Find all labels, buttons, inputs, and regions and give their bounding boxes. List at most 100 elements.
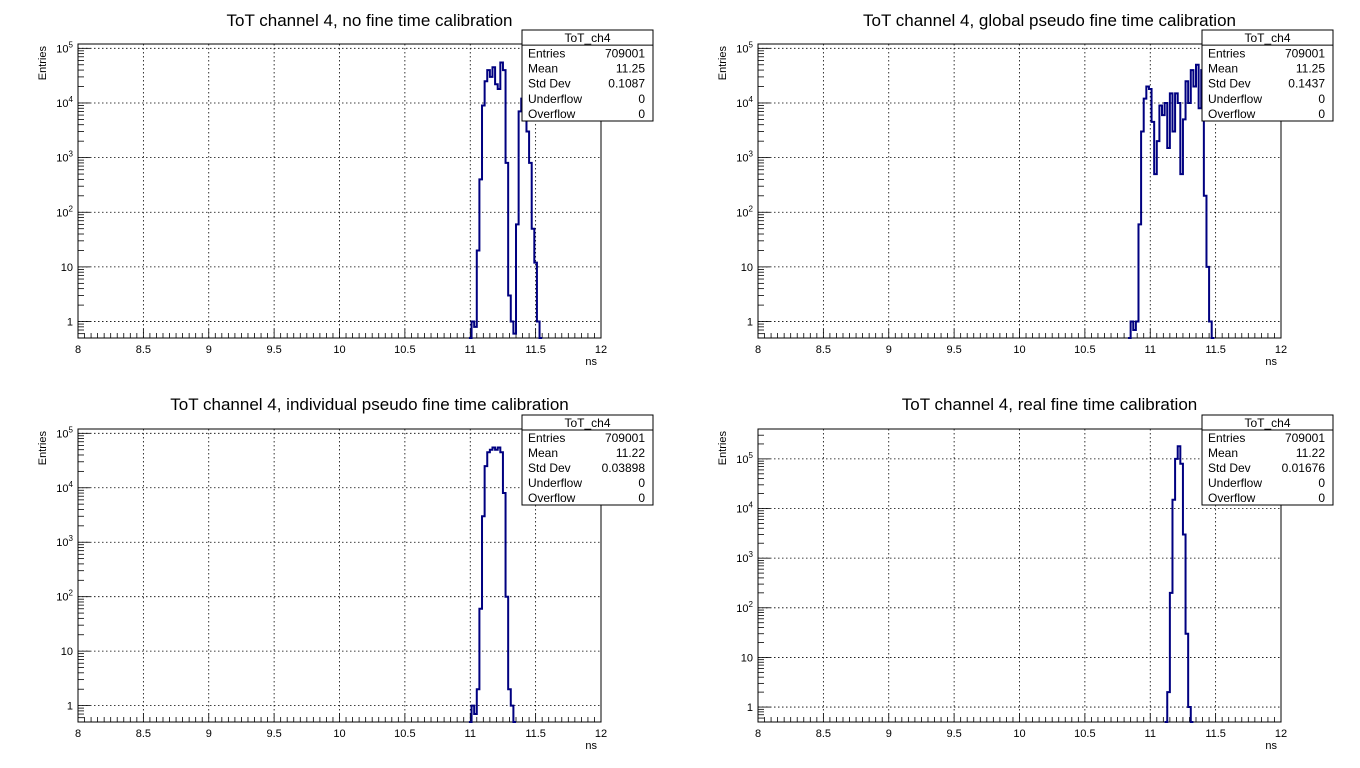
y-tick-label: 1 — [67, 701, 73, 713]
y-tick-label: 10 — [741, 262, 753, 274]
y-tick-label: 102 — [736, 600, 753, 615]
stats-row-value: 709001 — [605, 46, 645, 60]
x-tick-label: 9.5 — [946, 344, 961, 356]
y-tick-label: 10 — [61, 262, 73, 274]
stats-row-value: 0 — [638, 491, 645, 505]
y-tick-label: 105 — [56, 40, 73, 55]
stats-row-value: 709001 — [605, 431, 645, 445]
x-tick-label: 10 — [1013, 344, 1025, 356]
stats-row-label: Overflow — [1208, 107, 1256, 121]
y-tick-label: 104 — [56, 480, 73, 495]
x-tick-label: 9.5 — [266, 344, 281, 356]
stats-row-label: Entries — [1208, 46, 1245, 60]
x-axis-label: ns — [1265, 740, 1277, 752]
y-tick-label: 105 — [736, 451, 753, 466]
x-tick-label: 9 — [886, 728, 892, 740]
y-axis-label: Entries — [37, 46, 49, 81]
x-axis-label: ns — [1265, 356, 1277, 368]
x-tick-label: 11 — [1145, 344, 1156, 356]
x-tick-label: 8.5 — [136, 344, 151, 356]
x-tick-label: 10 — [1013, 728, 1025, 740]
stats-row-label: Overflow — [528, 107, 576, 121]
x-tick-label: 10.5 — [394, 344, 415, 356]
y-tick-label: 104 — [56, 95, 73, 110]
x-tick-label: 10.5 — [1074, 344, 1095, 356]
stats-row-label: Std Dev — [528, 77, 571, 91]
y-tick-label: 103 — [736, 550, 753, 565]
stats-row-label: Std Dev — [528, 461, 571, 475]
chart-panel-4: ToT channel 4, real fine time calibratio… — [717, 395, 1334, 752]
chart-title: ToT channel 4, real fine time calibratio… — [902, 395, 1197, 414]
x-tick-label: 9 — [886, 344, 892, 356]
y-tick-label: 102 — [56, 589, 73, 604]
histogram-series — [1128, 63, 1215, 339]
stats-box-title: ToT_ch4 — [564, 416, 610, 430]
y-axis-label: Entries — [717, 431, 729, 466]
stats-row-label: Mean — [1208, 62, 1238, 76]
stats-row-value: 0 — [1318, 107, 1325, 121]
y-tick-label: 1 — [747, 702, 753, 714]
stats-row-value: 11.25 — [616, 62, 645, 76]
chart-title: ToT channel 4, individual pseudo fine ti… — [170, 395, 569, 414]
y-tick-label: 102 — [736, 204, 753, 219]
x-tick-label: 8 — [75, 728, 81, 740]
y-tick-label: 1 — [67, 317, 73, 329]
stats-row-value: 11.22 — [1296, 446, 1325, 460]
chart-title: ToT channel 4, no fine time calibration — [226, 11, 512, 30]
stats-box-title: ToT_ch4 — [564, 31, 610, 45]
x-tick-label: 12 — [1275, 728, 1287, 740]
stats-row-label: Entries — [528, 46, 565, 60]
stats-row-value: 11.22 — [616, 446, 645, 460]
x-tick-label: 11.5 — [1205, 344, 1226, 356]
stats-row-value: 0.01676 — [1282, 461, 1326, 475]
stats-row-label: Mean — [528, 62, 558, 76]
stats-row-label: Underflow — [1208, 92, 1262, 106]
chart-panel-1: ToT channel 4, no fine time calibration 8… — [37, 11, 654, 368]
y-tick-label: 10 — [741, 652, 753, 664]
x-tick-label: 11.5 — [525, 344, 546, 356]
x-tick-label: 8 — [755, 728, 761, 740]
chart-title: ToT channel 4, global pseudo fine time c… — [863, 11, 1236, 30]
x-tick-label: 8.5 — [816, 344, 831, 356]
y-axis-label: Entries — [37, 431, 49, 466]
x-tick-label: 11 — [1145, 728, 1156, 740]
x-axis-label: ns — [585, 740, 597, 752]
x-tick-label: 11.5 — [525, 728, 546, 740]
histogram-series — [468, 446, 517, 723]
x-tick-label: 10.5 — [394, 728, 415, 740]
y-tick-label: 104 — [736, 501, 753, 516]
stats-row-value: 0 — [638, 107, 645, 121]
stats-row-label: Overflow — [528, 491, 576, 505]
y-tick-label: 1 — [747, 317, 753, 329]
y-tick-label: 104 — [736, 95, 753, 110]
x-tick-label: 8 — [75, 344, 81, 356]
stats-row-value: 0 — [638, 92, 645, 106]
x-tick-label: 12 — [595, 344, 607, 356]
stats-row-label: Std Dev — [1208, 461, 1251, 475]
stats-row-value: 0 — [638, 476, 645, 490]
x-tick-label: 8 — [755, 344, 761, 356]
stats-row-value: 0.03898 — [602, 461, 646, 475]
x-tick-label: 11 — [465, 728, 476, 740]
x-tick-label: 8.5 — [816, 728, 831, 740]
stats-row-value: 0.1087 — [608, 77, 645, 91]
y-axis-label: Entries — [717, 46, 729, 81]
x-tick-label: 12 — [595, 728, 607, 740]
y-tick-label: 103 — [56, 150, 73, 165]
y-tick-label: 103 — [56, 534, 73, 549]
y-tick-label: 105 — [56, 425, 73, 440]
stats-row-value: 0 — [1318, 491, 1325, 505]
x-tick-label: 10 — [333, 728, 345, 740]
stats-row-label: Overflow — [1208, 491, 1256, 505]
y-tick-label: 10 — [61, 646, 73, 658]
stats-row-label: Underflow — [1208, 476, 1262, 490]
stats-row-value: 11.25 — [1296, 62, 1325, 76]
chart-panel-2: ToT channel 4, global pseudo fine time c… — [717, 11, 1334, 368]
x-tick-label: 10.5 — [1074, 728, 1095, 740]
x-tick-label: 9.5 — [946, 728, 961, 740]
x-tick-label: 9.5 — [266, 728, 281, 740]
x-tick-label: 9 — [206, 344, 212, 356]
y-tick-label: 105 — [736, 40, 753, 55]
x-tick-label: 9 — [206, 728, 212, 740]
